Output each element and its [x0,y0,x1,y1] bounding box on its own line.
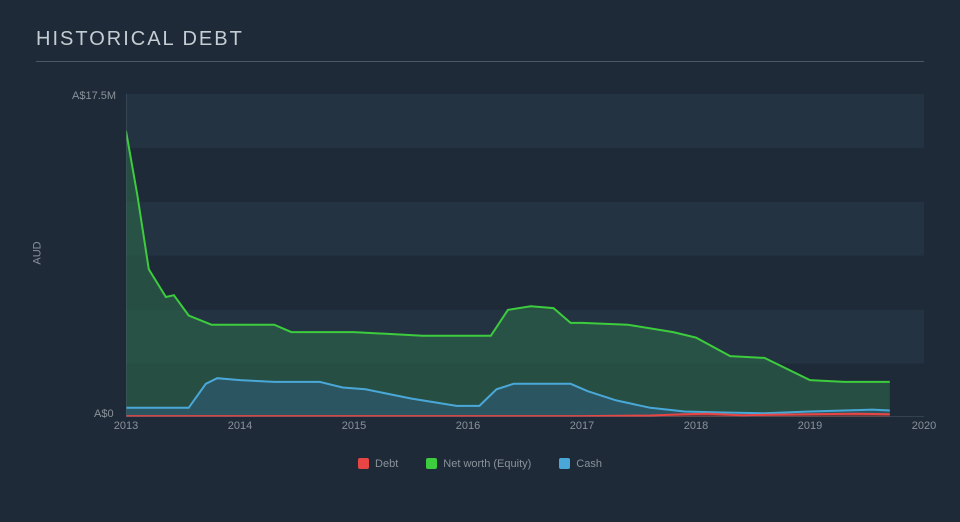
chart-area: AUD A$17.5M A$0 201320142015201620172018… [36,82,924,472]
legend-item-debt[interactable]: Debt [358,458,398,470]
x-tick-label: 2018 [684,420,708,432]
legend-label: Net worth (Equity) [443,458,531,470]
x-tick-label: 2014 [228,420,252,432]
x-axis-labels: 20132014201520162017201820192020 [126,420,924,434]
legend-swatch [358,458,369,469]
x-tick-label: 2019 [798,420,822,432]
y-axis-title: AUD [32,241,44,264]
legend-swatch [426,458,437,469]
legend: Debt Net worth (Equity) Cash [36,458,924,473]
chart-title: HISTORICAL DEBT [36,28,924,62]
legend-swatch [559,458,570,469]
plot-region [126,94,924,417]
x-tick-label: 2015 [342,420,366,432]
x-tick-label: 2016 [456,420,480,432]
legend-item-cash[interactable]: Cash [559,458,602,470]
legend-label: Cash [576,458,602,470]
x-tick-label: 2017 [570,420,594,432]
y-axis-min-label: A$0 [94,408,114,420]
y-axis-max-label: A$17.5M [72,90,116,102]
x-tick-label: 2020 [912,420,936,432]
legend-item-net_worth[interactable]: Net worth (Equity) [426,458,531,470]
legend-label: Debt [375,458,398,470]
x-tick-label: 2013 [114,420,138,432]
